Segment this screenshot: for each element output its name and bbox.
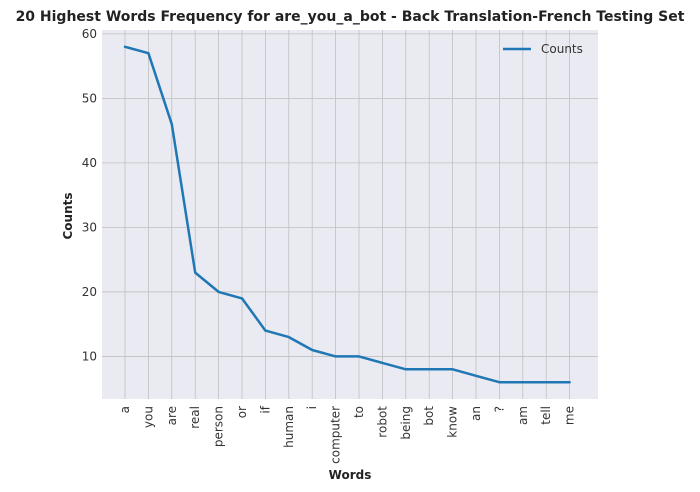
- y-axis-label: Counts: [61, 192, 75, 239]
- legend-label-counts: Counts: [541, 42, 583, 56]
- x-tick-label: being: [399, 406, 413, 440]
- y-tick-label: 30: [82, 220, 97, 234]
- x-tick-label: a: [118, 406, 132, 413]
- x-tick-label: if: [258, 405, 272, 413]
- x-tick-label: you: [141, 406, 155, 428]
- x-tick-label: an: [469, 406, 483, 421]
- legend: Counts: [503, 42, 583, 56]
- x-tick-label: human: [282, 406, 296, 448]
- series-line-counts: [123, 45, 571, 384]
- x-tick-label: tell: [539, 406, 553, 425]
- x-tick-label: know: [446, 406, 460, 438]
- x-tick-label: ?: [492, 406, 506, 412]
- x-tick-label: bot: [422, 406, 436, 426]
- x-tick-label: person: [212, 406, 226, 447]
- y-tick-label: 40: [82, 156, 97, 170]
- y-tick-label: 50: [82, 91, 97, 105]
- y-tick-label: 10: [82, 349, 97, 363]
- x-tick-label: or: [235, 406, 249, 418]
- y-tick-label: 20: [82, 285, 97, 299]
- x-tick-label: are: [165, 406, 179, 425]
- x-tick-label: me: [563, 406, 577, 425]
- x-tick-label: to: [352, 406, 366, 418]
- grid-lines: [102, 30, 598, 399]
- x-tick-label: am: [516, 406, 530, 425]
- x-axis-label: Words: [329, 468, 372, 482]
- plot-area: [102, 30, 598, 399]
- x-tick-label: computer: [329, 406, 343, 464]
- x-axis-ticks: a you are real person or if human i computer to rob…: [118, 405, 577, 464]
- x-tick-label: real: [188, 406, 202, 429]
- y-axis-ticks: 10 20 30 40 50 60: [82, 27, 97, 364]
- x-tick-label: robot: [375, 406, 389, 438]
- x-tick-label: i: [305, 406, 319, 409]
- y-tick-label: 60: [82, 27, 97, 41]
- chart-title: 20 Highest Words Frequency for are_you_a…: [16, 9, 685, 25]
